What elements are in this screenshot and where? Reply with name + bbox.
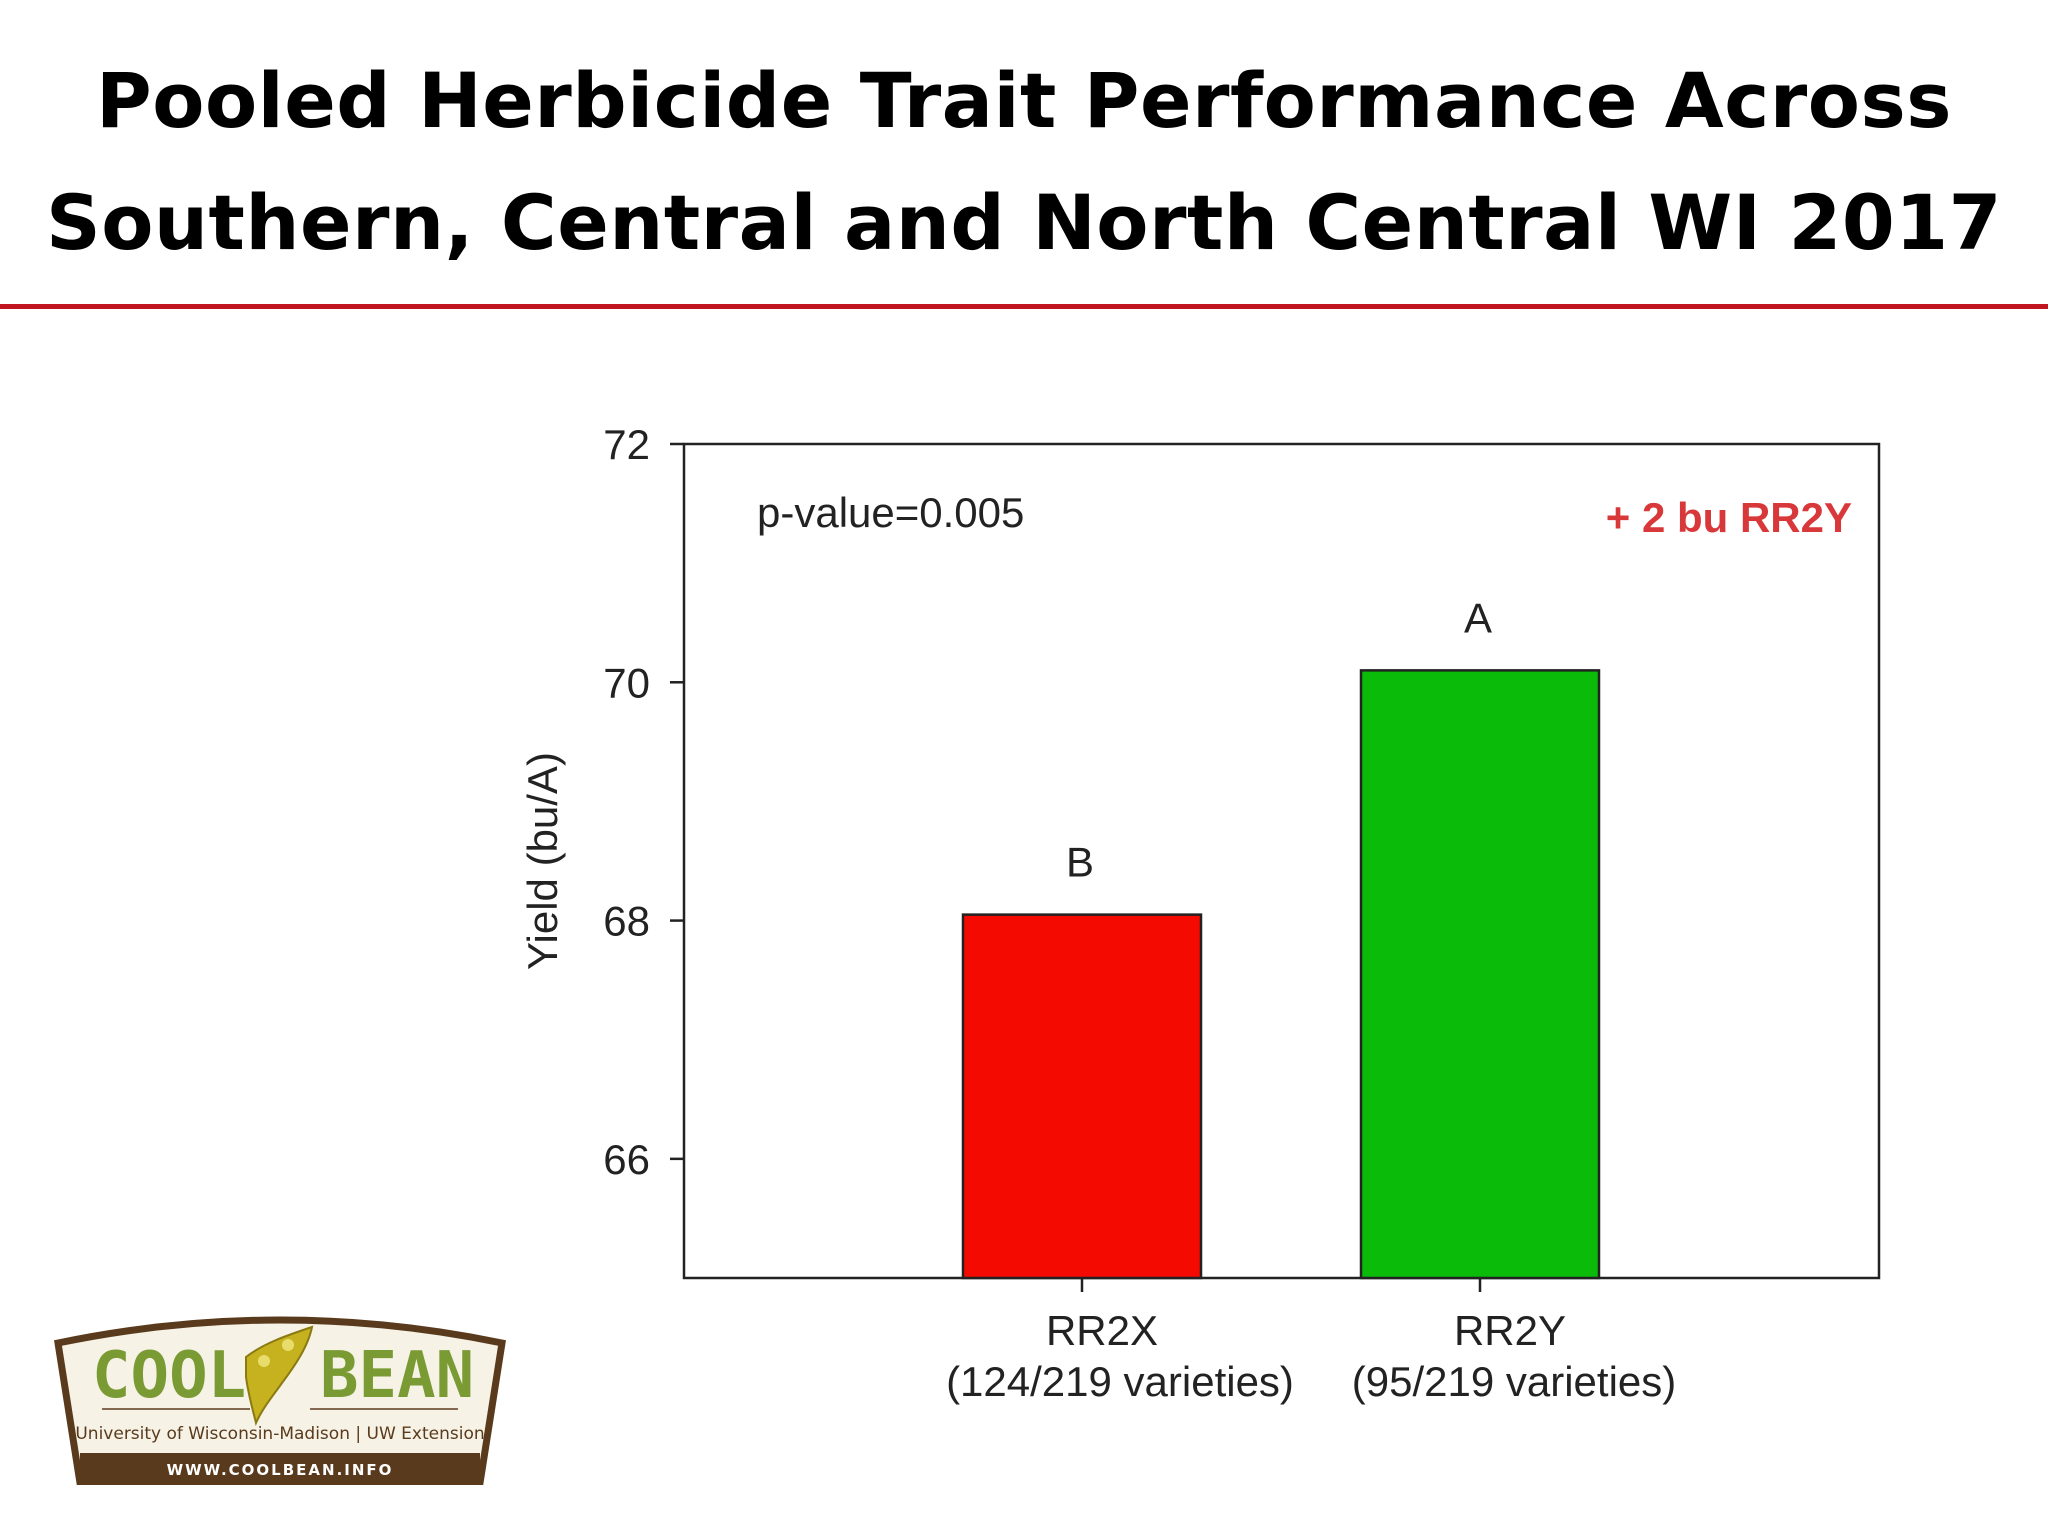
logo-brand-left: COOL [92, 1339, 246, 1413]
logo-url: WWW.COOLBEAN.INFO [167, 1461, 394, 1479]
y-tick-label-2: 70 [603, 659, 650, 706]
x-tick-label-rr2x: RR2X [1046, 1307, 1158, 1354]
x-tick-sublabel-rr2x: (124/219 varieties) [946, 1358, 1294, 1405]
x-tick-sublabel-rr2y: (95/219 varieties) [1352, 1358, 1677, 1405]
p-value-annotation: p-value=0.005 [757, 489, 1024, 536]
slide-title-line-2: Southern, Central and North Central WI 2… [45, 178, 2003, 267]
y-axis-title: Yield (bu/A) [519, 752, 566, 970]
bar-rr2x [961, 913, 1203, 1280]
significance-letter-rr2y: A [1464, 594, 1492, 641]
soybean-pod-icon [245, 1325, 314, 1427]
bar-rr2y [1359, 669, 1601, 1280]
coolbean-logo: COOL BEAN University of Wisconsin-Madiso… [50, 1305, 510, 1487]
y-tick-label-1: 68 [603, 898, 650, 945]
slide-title: Pooled Herbicide Trait Performance Acros… [0, 40, 2048, 284]
y-tick-label-0: 66 [603, 1136, 650, 1183]
x-axis: RR2X(124/219 varieties) RR2Y(95/219 varie… [946, 1278, 1676, 1405]
x-tick-label-rr2y: RR2Y [1454, 1307, 1566, 1354]
y-axis: 66 68 70 72 [603, 421, 684, 1183]
significance-letter-rr2x: B [1066, 839, 1094, 886]
slide-title-line-1: Pooled Herbicide Trait Performance Acros… [96, 56, 1952, 145]
bars: BA [961, 594, 1601, 1280]
difference-annotation: + 2 bu RR2Y [1606, 494, 1852, 541]
logo-affiliation: University of Wisconsin-Madison | UW Ext… [75, 1424, 484, 1444]
plot-frame [682, 442, 1881, 1280]
y-tick-label-3: 72 [603, 421, 650, 468]
logo-brand-right: BEAN [320, 1339, 474, 1413]
title-divider [0, 304, 2048, 309]
